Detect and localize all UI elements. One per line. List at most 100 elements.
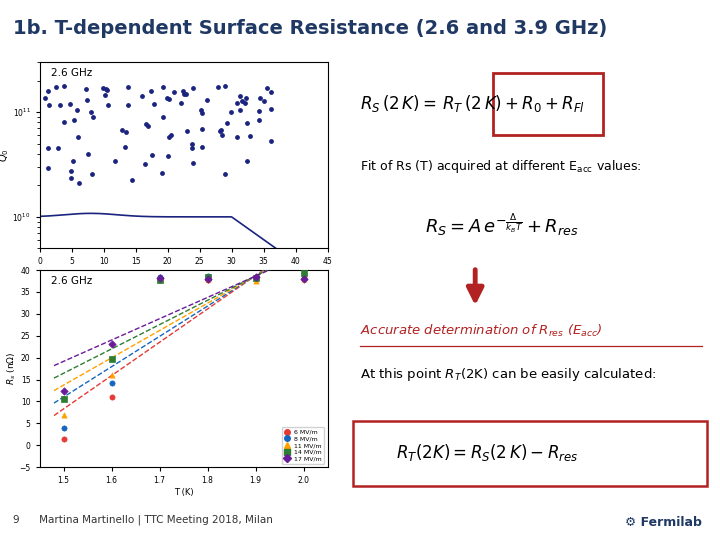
Point — [298, 274, 310, 283]
Point — [54, 101, 66, 110]
Point — [156, 168, 168, 177]
Point — [109, 157, 121, 165]
Point — [154, 276, 166, 285]
Point — [116, 126, 127, 134]
Point — [64, 100, 76, 109]
Point — [298, 274, 310, 282]
Point — [266, 136, 277, 145]
Point — [143, 122, 154, 131]
Point — [195, 105, 207, 114]
Point — [140, 160, 151, 168]
Point — [154, 274, 166, 283]
Legend: 6 MV/m, 8 MV/m, 11 MV/m, 14 MV/m, 17 MV/m: 6 MV/m, 8 MV/m, 11 MV/m, 14 MV/m, 17 MV/… — [282, 427, 325, 464]
Point — [106, 355, 117, 364]
Point — [86, 108, 97, 117]
Point — [82, 150, 94, 159]
Point — [234, 92, 246, 100]
Point — [136, 91, 148, 100]
Text: 2.6 GHz: 2.6 GHz — [51, 68, 92, 78]
Point — [241, 156, 253, 165]
Point — [175, 99, 186, 107]
Point — [122, 83, 134, 91]
Point — [220, 169, 231, 178]
Point — [148, 99, 160, 108]
Point — [66, 173, 77, 182]
Point — [215, 125, 227, 134]
Y-axis label: $Q_0$: $Q_0$ — [0, 148, 11, 162]
Text: Accurate determination of $R_{res}$ ($E_{acc}$): Accurate determination of $R_{res}$ ($E_… — [360, 323, 603, 340]
Point — [106, 378, 117, 387]
Point — [146, 151, 158, 160]
Point — [261, 84, 272, 92]
Point — [58, 410, 69, 419]
Point — [163, 133, 174, 141]
Point — [298, 269, 310, 278]
Point — [250, 277, 261, 286]
Point — [50, 83, 61, 92]
Point — [298, 275, 310, 284]
Point — [157, 112, 168, 121]
Point — [186, 139, 197, 148]
Point — [258, 97, 269, 105]
Text: 2.6 GHz: 2.6 GHz — [51, 276, 92, 286]
Point — [221, 119, 233, 127]
Point — [163, 152, 174, 161]
Point — [71, 106, 83, 114]
Point — [177, 86, 189, 95]
Point — [202, 271, 213, 280]
Point — [163, 94, 175, 103]
Point — [73, 179, 85, 187]
Point — [127, 176, 138, 184]
Point — [68, 116, 80, 124]
Point — [202, 273, 213, 281]
Text: At this point $R_T$(2K) can be easily calculated:: At this point $R_T$(2K) can be easily ca… — [360, 366, 657, 383]
Point — [187, 159, 199, 168]
Text: $R_T(2K) = R_S(2\,K) - R_{res}$: $R_T(2K) = R_S(2\,K) - R_{res}$ — [396, 442, 578, 463]
Point — [165, 130, 176, 139]
Y-axis label: $R_s$ (n$\Omega$): $R_s$ (n$\Omega$) — [6, 352, 18, 385]
Point — [58, 117, 70, 126]
Point — [106, 370, 117, 379]
Point — [201, 96, 212, 104]
Point — [122, 100, 133, 109]
Point — [250, 273, 261, 282]
Text: $R_S\,(2\,K) = \,R_T\,(2\,K) + R_0 + R_{Fl}$: $R_S\,(2\,K) = \,R_T\,(2\,K) + R_0 + R_{… — [360, 93, 585, 114]
Text: 9      Martina Martinello | TTC Meeting 2018, Milan: 9 Martina Martinello | TTC Meeting 2018,… — [13, 514, 273, 524]
X-axis label: T (K): T (K) — [174, 488, 194, 497]
Text: $R_S = A\,e^{-\frac{\Delta}{k_B T}} + R_{res}$: $R_S = A\,e^{-\frac{\Delta}{k_B T}} + R_… — [425, 211, 578, 238]
Point — [58, 82, 70, 91]
Point — [80, 85, 91, 93]
Point — [140, 119, 151, 128]
Point — [240, 93, 251, 102]
Point — [212, 83, 224, 91]
Point — [244, 132, 256, 140]
Point — [119, 143, 130, 151]
Point — [235, 105, 246, 114]
Point — [265, 105, 276, 113]
Point — [81, 96, 93, 105]
Point — [196, 109, 207, 118]
Point — [58, 395, 69, 403]
Point — [202, 274, 213, 283]
Point — [52, 144, 63, 153]
Point — [180, 90, 192, 98]
Point — [102, 101, 114, 110]
Point — [97, 84, 109, 92]
Point — [120, 128, 132, 137]
Text: Fit of Rs (T) acquired at different $\mathrm{E_{acc}}$ values:: Fit of Rs (T) acquired at different $\ma… — [360, 158, 642, 174]
Point — [253, 106, 264, 115]
Point — [99, 91, 111, 100]
Point — [232, 132, 243, 141]
Point — [214, 127, 225, 136]
Point — [241, 119, 253, 127]
Point — [250, 273, 261, 282]
Point — [67, 156, 78, 165]
Point — [298, 274, 310, 283]
Point — [265, 88, 276, 97]
Point — [225, 108, 237, 117]
Text: 1b. T-dependent Surface Resistance (2.6 and 3.9 GHz): 1b. T-dependent Surface Resistance (2.6 … — [13, 19, 607, 38]
Point — [106, 340, 117, 348]
Point — [102, 85, 113, 94]
Point — [40, 93, 51, 102]
Point — [250, 273, 261, 281]
